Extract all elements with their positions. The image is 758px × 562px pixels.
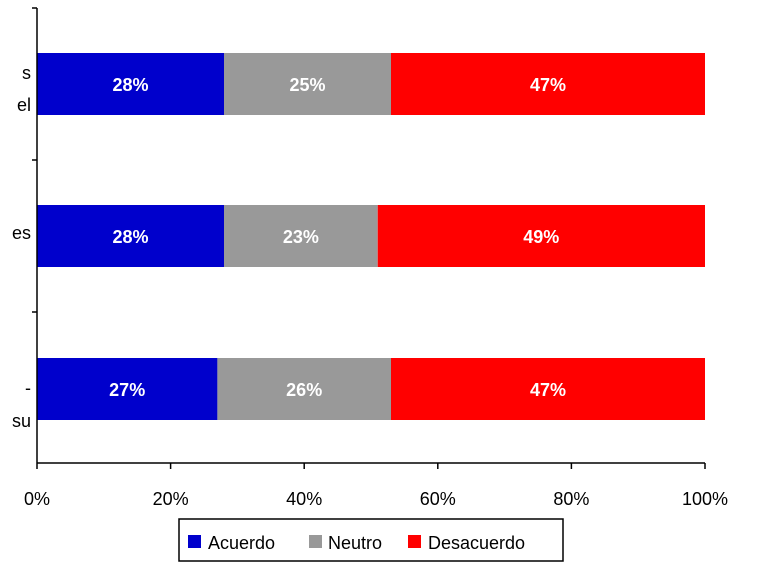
axes-group: 0% 20% 40% 60% 80% 100% (24, 7, 728, 509)
category-labels: s el es - su (12, 63, 31, 431)
category-label-2: es (12, 223, 31, 243)
data-label-neutro-1: 25% (289, 75, 325, 95)
legend-label-acuerdo: Acuerdo (208, 533, 275, 553)
category-label-3-line-2: su (12, 411, 31, 431)
bar-acuerdo-3 (37, 358, 218, 420)
bar-desacuerdo-1 (391, 53, 705, 115)
category-label-1-line-2: el (17, 95, 31, 115)
legend-label-desacuerdo: Desacuerdo (428, 533, 525, 553)
legend-box (178, 518, 564, 562)
legend: Acuerdo Neutro Desacuerdo (178, 518, 564, 562)
data-label-acuerdo-1: 28% (112, 75, 148, 95)
bar-neutro-3 (217, 358, 392, 420)
legend-swatch-acuerdo (188, 535, 201, 548)
x-tick-label: 20% (153, 489, 189, 509)
data-label-acuerdo-2: 28% (112, 227, 148, 247)
legend-label-neutro: Neutro (328, 533, 382, 553)
bar-acuerdo-2 (37, 205, 224, 267)
bar-neutro-2 (224, 205, 378, 267)
data-label-desacuerdo-3: 47% (530, 380, 566, 400)
x-tick-label: 100% (682, 489, 728, 509)
bar-desacuerdo-3 (391, 358, 705, 420)
data-label-desacuerdo-1: 47% (530, 75, 566, 95)
legend-swatch-neutro (309, 535, 322, 548)
x-tick-label: 40% (286, 489, 322, 509)
x-tick-label: 60% (420, 489, 456, 509)
data-label-acuerdo-3: 27% (109, 380, 145, 400)
bar-neutro-1 (224, 53, 391, 115)
category-label-3-line-1: - (25, 378, 31, 398)
bar-desacuerdo-2 (377, 205, 705, 267)
data-label-neutro-2: 23% (283, 227, 319, 247)
x-tick-label: 0% (24, 489, 50, 509)
x-tick-label: 80% (553, 489, 589, 509)
category-label-1-line-1: s (22, 63, 31, 83)
data-label-neutro-3: 26% (286, 380, 322, 400)
bars-group: 28% 25% 47% 28% 23% 49% 27% 26% 47% (37, 53, 705, 420)
legend-swatch-desacuerdo (408, 535, 421, 548)
data-label-desacuerdo-2: 49% (523, 227, 559, 247)
bar-acuerdo-1 (37, 53, 224, 115)
